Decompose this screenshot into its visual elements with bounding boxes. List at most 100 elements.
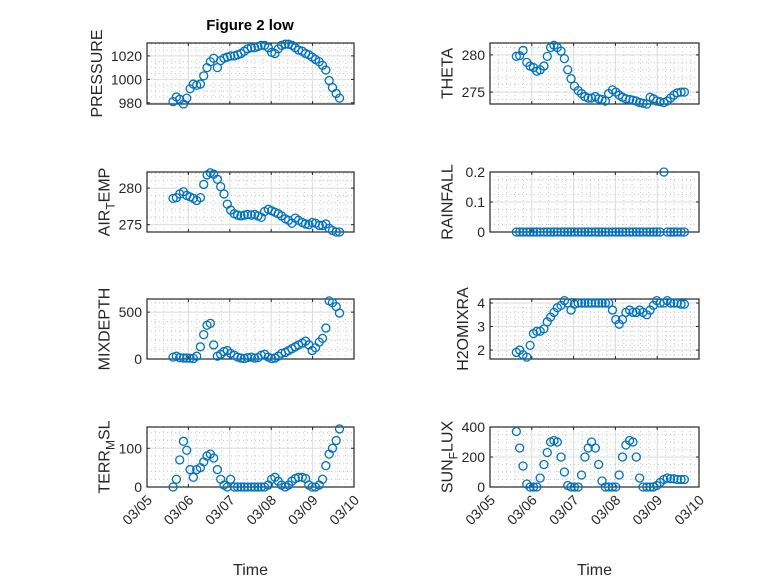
data-point [652, 227, 662, 237]
data-point [334, 424, 345, 434]
data-point [583, 227, 593, 237]
data-point [175, 352, 185, 363]
data-point [648, 227, 659, 237]
data-point [659, 167, 669, 177]
subplot-mixdepth: 0 500 MIXDEPTH [97, 288, 355, 371]
data-point [645, 482, 655, 492]
data-point [600, 298, 611, 308]
y-tick-label: 0.2 [466, 164, 486, 180]
data-point [559, 53, 570, 64]
data-point [253, 482, 263, 492]
y-axis-label: RAINFALL [440, 164, 457, 240]
data-point [334, 227, 345, 237]
data-point [539, 459, 549, 470]
data-point [334, 93, 345, 103]
data-point [638, 227, 648, 237]
data-point [178, 353, 189, 363]
data-point [321, 323, 331, 333]
y-tick-label: 0 [477, 479, 485, 495]
data-point [607, 305, 618, 315]
data-point [576, 298, 587, 308]
data-point [614, 470, 624, 480]
data-point [614, 227, 624, 237]
data-point [559, 227, 570, 237]
data-point [573, 298, 583, 308]
data-point [679, 299, 690, 309]
data-point [569, 299, 580, 309]
y-tick-label: 0.1 [466, 194, 486, 210]
data-point [676, 227, 686, 237]
data-point [604, 298, 614, 308]
data-point [542, 447, 552, 458]
data-point [317, 474, 328, 484]
axes-box [489, 42, 700, 105]
y-label-subscript: M [104, 440, 118, 450]
data-point [511, 227, 521, 237]
x-tick-label: 03/05 [119, 492, 155, 528]
x-tick-label: 03/08 [587, 492, 623, 528]
axes-background [147, 299, 354, 359]
y-tick-label: 275 [462, 84, 486, 100]
data-point [576, 470, 587, 480]
y-axis-label: PRESSURE [89, 29, 106, 117]
data-point [542, 51, 552, 62]
y-label-text: MIXDEPTH [97, 288, 114, 371]
data-point [528, 482, 539, 492]
data-point [665, 227, 676, 237]
data-point [580, 227, 590, 237]
x-tick-label: 03/06 [160, 492, 196, 528]
data-point [634, 97, 645, 108]
data-point [532, 482, 542, 492]
data-point [209, 340, 219, 350]
y-tick-label: 0 [134, 479, 142, 495]
data-point [182, 445, 192, 455]
axes-box [146, 42, 355, 105]
data-point [195, 79, 206, 89]
data-point [242, 209, 253, 220]
axes-box [146, 171, 355, 233]
data-point [642, 482, 652, 492]
data-point [552, 437, 562, 447]
data-point [563, 65, 573, 75]
y-axis-label: AIRTEMP [97, 168, 118, 237]
data-point [539, 61, 549, 71]
y-tick-label: 1020 [111, 48, 142, 64]
data-point [559, 467, 570, 477]
y-label-text: AIR [97, 210, 114, 237]
data-point [178, 436, 189, 446]
y-axis-label: H2OMIXRA [455, 287, 472, 371]
data-point [242, 352, 253, 363]
data-point [195, 342, 206, 352]
data-point [205, 318, 215, 329]
data-point [665, 474, 676, 484]
data-point [236, 211, 246, 221]
x-tick-label: 03/07 [202, 492, 238, 528]
data-point [580, 298, 590, 308]
data-point [535, 227, 545, 237]
data-point [535, 473, 545, 483]
data-point [525, 482, 535, 492]
data-point [225, 474, 236, 484]
data-point [199, 71, 209, 81]
data-point [642, 227, 652, 237]
data-point [569, 482, 580, 492]
data-point [600, 482, 611, 492]
data-point [199, 329, 209, 340]
data-point [331, 435, 341, 446]
data-point [679, 87, 690, 97]
data-point [590, 298, 600, 308]
y-label-text: SL [97, 420, 114, 440]
data-point [185, 464, 195, 475]
data-point [634, 227, 645, 237]
data-point [676, 474, 686, 485]
data-point [604, 482, 614, 492]
data-point [638, 482, 648, 492]
y-label-text: EMP [97, 168, 114, 203]
y-tick-label: 4 [477, 295, 485, 311]
x-tick-label: 03/09 [629, 492, 665, 528]
data-point [209, 453, 219, 463]
y-label-text: LUX [440, 421, 457, 452]
